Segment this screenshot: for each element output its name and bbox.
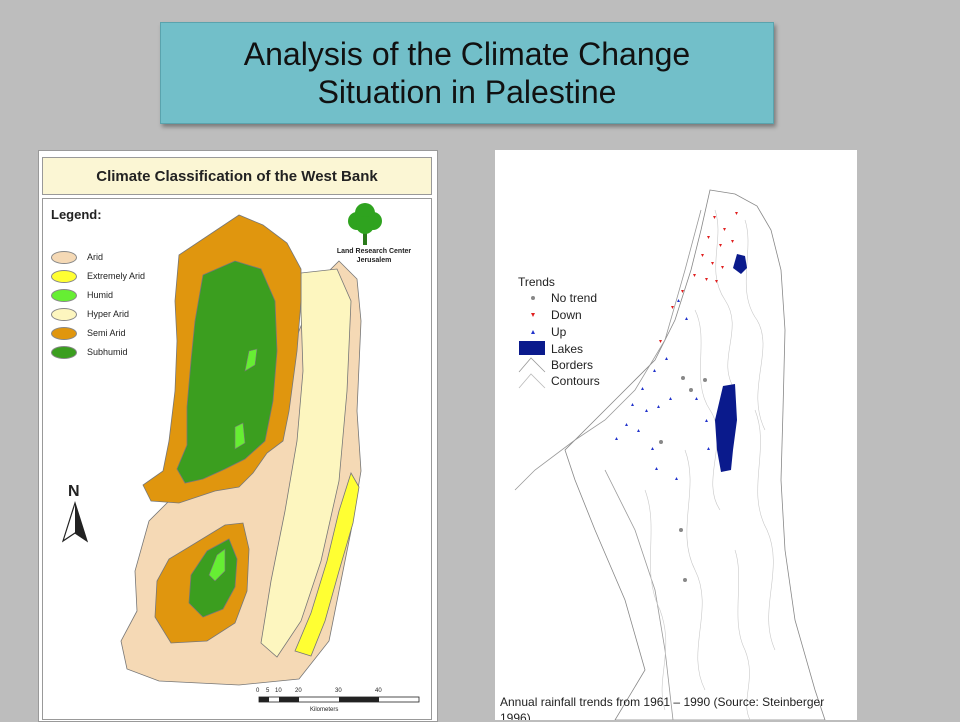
- rainfall-trends-map: Trends No trend Down Up Lakes Borders Co…: [495, 150, 857, 720]
- trends-legend-title: Trends: [518, 275, 555, 289]
- gray-dot-icon: [531, 296, 535, 300]
- scale-bar-icon: [258, 696, 420, 703]
- logo-caption-line-2: Jerusalem: [356, 257, 392, 264]
- legend-label: Extremely Arid: [87, 271, 146, 281]
- region-subhumid-north: [176, 260, 278, 484]
- trend-legend-label: Lakes: [551, 342, 584, 356]
- contour-line-icon: [518, 373, 546, 389]
- lake-dead-sea: [715, 384, 737, 472]
- sea-boundary-line: [514, 209, 702, 491]
- climate-classification-map: Climate Classification of the West Bank: [38, 150, 438, 722]
- climate-legend-title: Legend:: [51, 207, 102, 222]
- slide-title-line-1: Analysis of the Climate Change: [243, 36, 691, 72]
- region-humid-3: [208, 548, 226, 582]
- no-trend-markers: [659, 376, 707, 582]
- trend-legend-symbols: [518, 296, 546, 389]
- slide-title-line-2: Situation in Palestine: [317, 74, 617, 110]
- legend-item-semi-arid: Semi Arid: [51, 326, 126, 340]
- legend-swatch-extremely-arid: [51, 269, 77, 283]
- lake-swatch-icon: [519, 341, 545, 355]
- coastline-border: [564, 189, 826, 720]
- southern-border-line: [604, 469, 674, 720]
- blue-up-triangle-icon: [531, 330, 535, 334]
- trend-legend-label: Down: [551, 308, 582, 322]
- legend-label: Humid: [87, 290, 114, 300]
- legend-label: Arid: [87, 252, 104, 262]
- contour-lines: [644, 209, 776, 720]
- red-down-triangle-icon: [531, 313, 535, 317]
- legend-swatch-semi-arid: [51, 326, 77, 340]
- legend-label: Subhumid: [87, 347, 128, 357]
- region-hyper-arid: [260, 268, 352, 658]
- scale-unit: Kilometers: [310, 707, 339, 713]
- scale-tick: 0: [256, 688, 260, 694]
- trend-legend-label: Up: [551, 325, 567, 339]
- scale-tick: 5: [266, 688, 270, 694]
- climate-map-title: Climate Classification of the West Bank: [42, 157, 432, 195]
- legend-swatch-humid: [51, 288, 77, 302]
- tree-logo-icon: [348, 203, 382, 245]
- trend-legend-label: Borders: [551, 358, 594, 372]
- rainfall-map-caption: Annual rainfall trends from 1961 – 1990 …: [500, 695, 825, 720]
- down-trend-markers: [659, 212, 738, 343]
- legend-label: Hyper Arid: [87, 309, 130, 319]
- legend-item-arid: Arid: [51, 250, 103, 264]
- legend-swatch-arid: [51, 250, 77, 264]
- trend-legend-label: No trend: [551, 291, 598, 305]
- region-humid-1: [244, 348, 258, 372]
- border-line-icon: [518, 357, 546, 373]
- up-trend-markers: [615, 299, 710, 480]
- scale-tick: 40: [375, 688, 382, 694]
- legend-item-extremely-arid: Extremely Arid: [51, 269, 145, 283]
- logo-caption: Land Research Center Jerusalem: [319, 247, 429, 265]
- north-arrow-icon: [61, 501, 89, 543]
- slide-title-box: Analysis of the Climate Change Situation…: [160, 22, 774, 124]
- north-label: N: [68, 483, 80, 500]
- scale-tick: 10: [275, 688, 282, 694]
- scale-tick: 30: [335, 688, 342, 694]
- region-extremely-arid: [294, 472, 360, 657]
- legend-swatch-subhumid: [51, 345, 77, 359]
- legend-label: Semi Arid: [87, 328, 126, 338]
- lake-kinneret: [733, 254, 747, 274]
- legend-item-subhumid: Subhumid: [51, 345, 128, 359]
- rainfall-map-graphic: [514, 189, 826, 720]
- region-humid-2: [234, 422, 246, 450]
- climate-map-graphic: [61, 203, 420, 703]
- trend-legend-label: Contours: [551, 374, 600, 388]
- legend-item-hyper-arid: Hyper Arid: [51, 307, 129, 321]
- scale-tick: 20: [295, 688, 302, 694]
- logo-caption-line-1: Land Research Center: [336, 248, 412, 255]
- legend-swatch-hyper-arid: [51, 307, 77, 321]
- legend-item-humid: Humid: [51, 288, 113, 302]
